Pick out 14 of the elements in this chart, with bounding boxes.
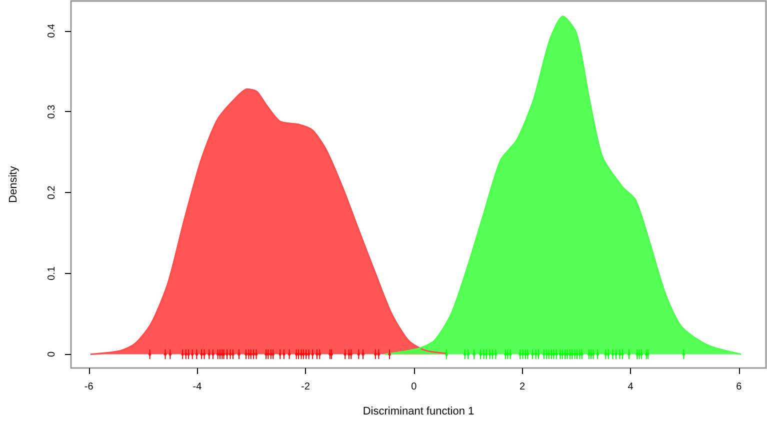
x-tick-label: -2 [301, 382, 310, 392]
x-tick-label: 0 [411, 382, 418, 392]
x-tick-label: -6 [84, 382, 94, 392]
y-tick-label: 0.2 [46, 185, 58, 200]
x-tick-label: -4 [192, 382, 202, 392]
y-tick-label: 0 [46, 351, 58, 358]
x-tick-label: 2 [519, 382, 526, 392]
x-axis-title: Discriminant function 1 [362, 406, 474, 418]
y-tick-label: 0.1 [46, 266, 58, 280]
x-tick-label: 6 [736, 382, 742, 392]
y-tick-label: 0.4 [46, 24, 58, 38]
x-tick-label: 4 [628, 382, 634, 392]
y-axis-title: Density [8, 166, 20, 203]
y-tick-label: 0.3 [46, 104, 58, 119]
